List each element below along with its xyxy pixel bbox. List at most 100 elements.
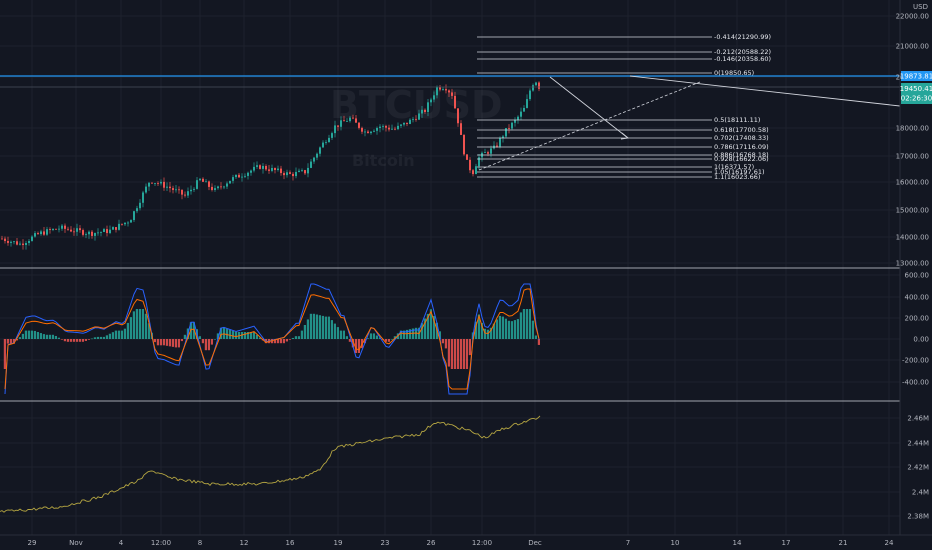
fib-level[interactable]: 0.618(17700.58) [477, 126, 769, 134]
arrow-head [620, 132, 630, 140]
macd-pane [3, 283, 540, 395]
candle [10, 240, 12, 247]
macd-histogram-bar [33, 330, 36, 339]
candle [55, 228, 57, 230]
candle [94, 232, 96, 241]
candle [175, 184, 177, 193]
candle [448, 89, 450, 97]
fib-level[interactable]: -0.414(21290.99) [477, 33, 771, 41]
macd-histogram-bar [120, 330, 123, 339]
fib-level[interactable]: 0(19850.65) [477, 69, 754, 77]
candle [172, 185, 174, 194]
obv-axis[interactable]: 2.46M 2.44M 2.42M 2.4M 2.38M [907, 415, 929, 521]
price-axis-currency: USD [913, 3, 928, 11]
candle [517, 115, 519, 124]
macd-histogram-bar [84, 339, 87, 341]
candle [247, 171, 249, 180]
fib-level[interactable]: 0.786(17116.09) [477, 143, 769, 151]
macd-histogram-bar [246, 332, 249, 339]
fib-level[interactable]: -0.212(20588.22) [477, 48, 771, 56]
macd-histogram-bar [111, 332, 114, 339]
candle [40, 229, 42, 236]
fib-level[interactable]: 0.928(16622.06) [477, 155, 769, 163]
fib-level[interactable]: 1.05(16197.61) [477, 168, 765, 176]
trend-line[interactable] [629, 75, 901, 107]
candle [325, 139, 327, 145]
candle [100, 231, 102, 237]
macd-histogram-bar [375, 335, 378, 339]
macd-histogram-bar [405, 329, 408, 339]
macd-histogram-bar [42, 334, 45, 339]
candle [151, 182, 153, 185]
macd-histogram-bar [372, 333, 375, 339]
time-tick-label: 12:00 [472, 539, 492, 547]
macd-histogram-bar [468, 339, 471, 356]
candle [427, 99, 429, 117]
time-axis[interactable]: 29 Nov 4 12:00 8 12 16 19 23 26 12:00 Dec 7 10 14 17 21 2… [28, 539, 894, 547]
macd-histogram-bar [51, 334, 54, 339]
candle [400, 124, 402, 129]
macd-histogram-bar [306, 319, 309, 339]
macd-histogram-bar [168, 339, 171, 347]
fib-level[interactable]: 1.1(16023.66) [477, 173, 760, 181]
macd-histogram-bar [321, 315, 324, 339]
macd-histogram-bar [273, 339, 276, 344]
bar-countdown-text: 02:26:30 [901, 95, 932, 103]
candle [265, 164, 267, 171]
time-tick-label: 17 [782, 539, 791, 547]
candle [343, 115, 345, 122]
candle [211, 183, 213, 192]
macd-histogram-bar [486, 329, 489, 339]
macd-axis[interactable]: 600.00 400.00 200.00 0.00 -200.00 -400.00 [902, 272, 929, 387]
candle [532, 83, 534, 92]
fib-level[interactable]: 1(16371.57) [477, 163, 754, 171]
candle [283, 171, 285, 180]
horizontal-line-badge: 19873.81 [900, 71, 932, 81]
candle [484, 148, 486, 153]
candle [226, 181, 228, 190]
macd-histogram-bar [402, 330, 405, 339]
macd-histogram-bar [507, 320, 510, 339]
macd-histogram-bar [426, 313, 429, 339]
candle [187, 187, 189, 198]
macd-histogram-bar [393, 336, 396, 339]
macd-histogram-bar [324, 316, 327, 339]
candle [274, 167, 276, 174]
macd-histogram-bar [132, 311, 135, 339]
fib-level-label: -0.414(21290.99) [714, 33, 771, 41]
price-tick-label: 16000.00 [896, 179, 929, 187]
candle [199, 178, 201, 182]
fib-level[interactable]: 0.702(17408.33) [477, 134, 769, 142]
macd-histogram-bar [357, 339, 360, 353]
time-tick-label: 12:00 [151, 539, 171, 547]
candle [97, 228, 99, 236]
macd-histogram-bar [450, 339, 453, 369]
candle [88, 230, 90, 239]
fib-level[interactable]: 0.5(18111.11) [477, 116, 760, 124]
macd-histogram-bar [6, 339, 9, 344]
macd-histogram-bar [294, 336, 297, 339]
candle [253, 162, 255, 173]
macd-histogram-bar [117, 330, 120, 339]
fibonacci-retracement[interactable]: -0.414(21290.99) -0.212(20588.22)-0.146(2… [477, 33, 771, 181]
fib-level-label: -0.212(20588.22) [714, 48, 771, 56]
time-tick-label: 19 [334, 539, 343, 547]
candle [352, 114, 354, 120]
candle [319, 146, 321, 157]
candle [22, 239, 24, 250]
macd-histogram-bar [504, 318, 507, 339]
time-tick-label: 23 [381, 539, 390, 547]
candle [469, 157, 471, 174]
obv-tick-label: 2.44M [907, 440, 929, 448]
macd-histogram-bar [291, 337, 294, 339]
obv-tick-label: 2.38M [907, 513, 929, 521]
drawing-tools[interactable] [0, 75, 901, 171]
macd-histogram-bar [225, 328, 228, 339]
candle [475, 163, 477, 175]
macd-histogram-bar [480, 322, 483, 339]
fib-level[interactable]: -0.146(20358.60) [477, 55, 771, 63]
candle [70, 226, 72, 233]
macd-histogram-bar [390, 339, 393, 340]
projection-arrow[interactable] [549, 76, 629, 139]
